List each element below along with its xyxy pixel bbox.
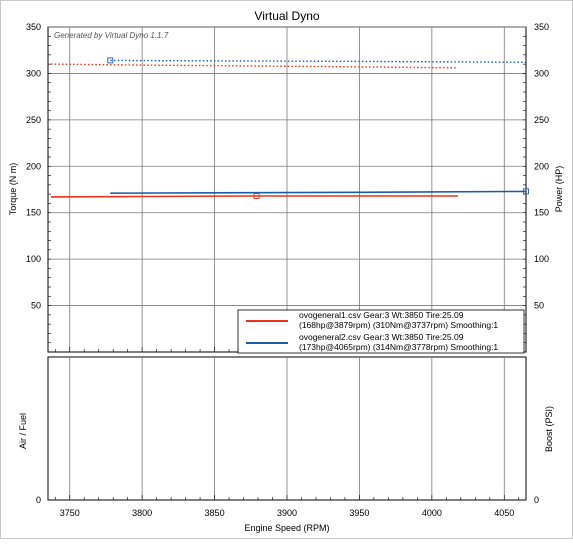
legend-box [237,309,525,354]
peak-power-marker-2 [523,188,529,195]
y-right-tick-label: 350 [534,22,549,32]
y-axis-left-label: Torque (N m) [8,163,18,216]
bottom-y-left-tick: 0 [36,495,41,505]
bottom-y-right-label: Boost (PSI) [544,406,554,452]
peak-power-marker-1 [253,193,260,199]
y-left-tick-label: 100 [26,254,41,264]
top-series-layer [50,57,529,199]
x-tick-label: 4050 [494,508,514,518]
y-left-tick-label: 350 [26,22,41,32]
x-tick-label: 4000 [422,508,442,518]
y-left-tick-label: 300 [26,68,41,78]
power-curve-1 [50,195,458,198]
peak-torque-marker-2 [107,57,114,64]
bottom-y-left-label: Air / Fuel [18,413,28,449]
bottom-grid [54,357,520,500]
x-tick-label: 3950 [349,508,369,518]
y-left-tick-label: 150 [26,208,41,218]
x-tick-label: 3850 [205,508,225,518]
y-right-tick-label: 200 [534,161,549,171]
legend-label-2: ovogeneral2.csv Gear:3 Wt:3850 Tire:25.0… [299,332,464,342]
x-axis: 3750 3800 3850 3900 3950 4000 4050 [60,508,515,518]
bottom-y-right-tick: 0 [534,495,539,505]
x-tick-label: 3750 [60,508,80,518]
legend: ovogeneral1.csv Gear:3 Wt:3850 Tire:25.0… [237,309,525,354]
chart-title: Virtual Dyno [254,9,319,23]
torque-curve-1 [50,63,458,69]
legend-detail-1: (168hp@3879rpm) (310Nm@3737rpm) Smoothin… [299,320,498,330]
torque-curve-2 [110,59,527,63]
legend-label-1: ovogeneral1.csv Gear:3 Wt:3850 Tire:25.0… [299,310,464,320]
top-grid: 50 50 100 100 150 150 200 200 250 250 300 300 350 350 [26,22,549,352]
y-left-tick-label: 50 [31,301,41,311]
x-tick-label: 3800 [132,508,152,518]
y-right-tick-label: 250 [534,115,549,125]
y-right-tick-label: 100 [534,254,549,264]
watermark: Generated by Virtual Dyno 1.1.7 [54,31,169,40]
y-left-tick-label: 200 [26,161,41,171]
power-curve-2 [110,190,527,194]
x-axis-label: Engine Speed (RPM) [244,523,329,533]
y-right-tick-label: 50 [534,301,544,311]
y-right-tick-label: 150 [534,208,549,218]
legend-detail-2: (173hp@4065rpm) (314Nm@3778rpm) Smoothin… [299,342,498,352]
y-axis-right-label: Power (HP) [554,166,564,213]
x-tick-label: 3900 [277,508,297,518]
y-right-tick-label: 300 [534,68,549,78]
y-left-tick-label: 250 [26,115,41,125]
